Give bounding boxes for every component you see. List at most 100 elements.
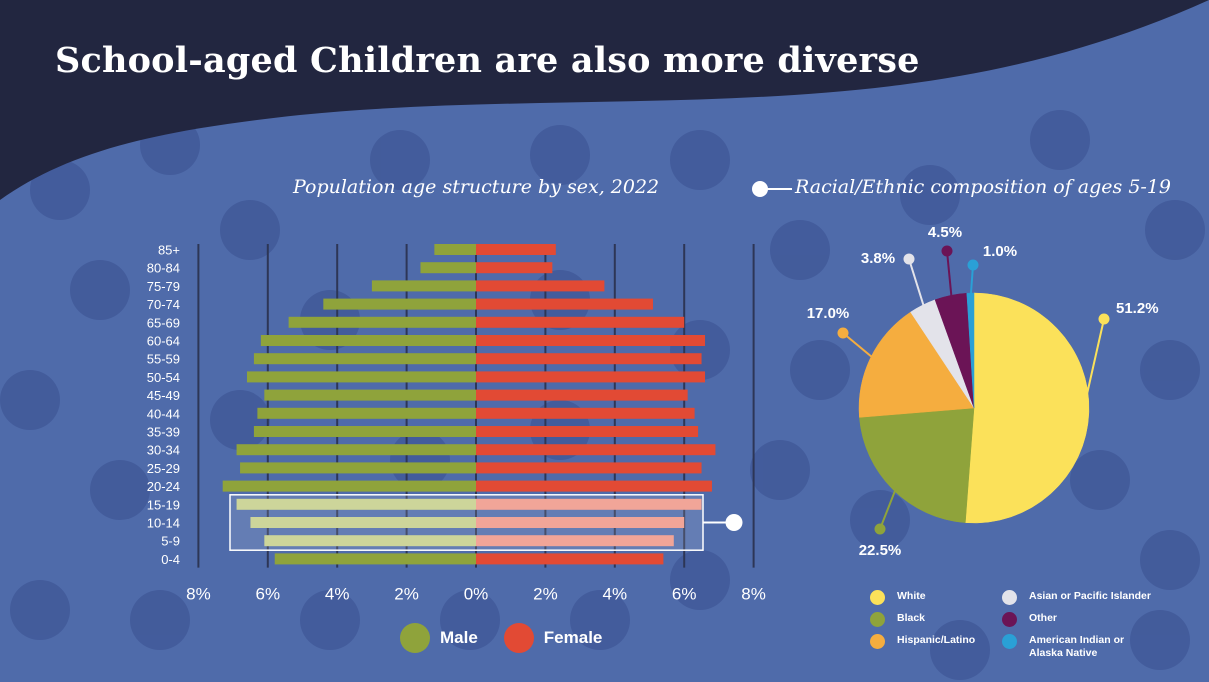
pie-legend-black: Black — [870, 612, 925, 627]
pyramid-gridlines — [197, 244, 755, 568]
legend-hispanic-label: Hispanic/Latino — [897, 634, 976, 646]
pie-value-label: 51.2% — [1116, 300, 1159, 317]
age-label: 55-59 — [147, 352, 180, 367]
legend-female-label: Female — [543, 628, 603, 647]
female-bar — [476, 262, 553, 274]
legend-other-label: Other — [1029, 612, 1058, 624]
female-bar — [476, 353, 702, 365]
male-bar — [222, 480, 476, 492]
callout-dot — [874, 523, 886, 535]
age-label: 85+ — [158, 243, 180, 258]
female-bar — [476, 316, 685, 328]
callout-dot — [967, 259, 979, 271]
male-bar — [250, 517, 476, 528]
male-bar — [260, 335, 476, 346]
pie-legend-hispanic: Hispanic/Latino — [870, 634, 975, 649]
age-label: 25-29 — [147, 461, 180, 476]
pie-slice — [859, 407, 975, 523]
female-bar — [476, 389, 688, 401]
female-bar — [476, 426, 699, 437]
male-bar — [253, 353, 476, 365]
pyramid-bars — [222, 244, 716, 565]
age-label: 10-14 — [147, 516, 180, 531]
male-bar — [420, 262, 476, 274]
x-tick-label: 6% — [672, 585, 697, 604]
age-label: 70-74 — [147, 297, 180, 312]
callout-line — [908, 258, 927, 311]
highlight-connector-dot — [725, 514, 743, 531]
age-label: 50-54 — [147, 370, 180, 385]
legend-american-indian-swatch — [1002, 634, 1017, 649]
pie-value-label: 4.5% — [928, 224, 962, 241]
pyramid-legend: Male Female — [400, 623, 628, 653]
pie-title-marker — [752, 181, 792, 197]
female-bar — [476, 480, 712, 492]
age-label: 75-79 — [147, 279, 180, 294]
male-bar — [264, 535, 476, 547]
age-label: 60-64 — [147, 334, 180, 349]
legend-male-label: Male — [440, 628, 478, 647]
age-label: 80-84 — [147, 261, 180, 276]
callout-dot — [941, 245, 953, 257]
legend-black-label: Black — [897, 612, 926, 624]
legend-other-swatch — [1002, 612, 1017, 627]
male-bar — [264, 389, 476, 401]
page-title: School-aged Children are also more diver… — [55, 40, 920, 81]
male-bar — [236, 444, 476, 456]
age-label: 5-9 — [161, 534, 180, 549]
callout-line — [969, 264, 974, 300]
x-tick-label: 8% — [186, 585, 211, 604]
x-tick-label: 2% — [394, 585, 419, 604]
legend-female-swatch — [503, 623, 534, 653]
female-bar — [476, 462, 702, 474]
age-label: 30-34 — [147, 443, 180, 458]
highlight-box — [229, 494, 704, 551]
pie-legend-white: White — [870, 590, 926, 605]
pie-value-label: 1.0% — [983, 243, 1017, 260]
legend-asian-swatch — [1002, 590, 1017, 605]
header-band — [0, 0, 1209, 200]
female-bar — [476, 535, 674, 547]
female-bar — [476, 498, 702, 510]
age-label: 45-49 — [147, 388, 180, 403]
legend-white-swatch — [870, 590, 885, 605]
pie-value-label: 17.0% — [807, 305, 850, 322]
callout-line — [842, 332, 877, 362]
age-label: 0-4 — [161, 552, 180, 567]
male-bar — [288, 316, 476, 328]
callout-dot — [1098, 313, 1110, 325]
pie-slice — [965, 292, 1090, 524]
male-bar — [236, 498, 476, 510]
female-bar — [476, 280, 605, 292]
x-tick-label: 8% — [741, 585, 766, 604]
legend-hispanic-swatch — [870, 634, 885, 649]
pie-legend-asian: Asian or Pacific Islander — [1002, 590, 1151, 605]
male-bar — [253, 426, 476, 437]
pie-chart-title: Racial/Ethnic composition of ages 5-19 — [795, 176, 1172, 198]
age-label: 35-39 — [147, 425, 180, 440]
female-bar — [476, 553, 664, 565]
pyramid-percent-labels: 8% 6% 4% 2% 0% 2% 4% 6% 8% — [186, 585, 766, 604]
female-bar — [476, 407, 695, 419]
callout-dot — [837, 327, 849, 339]
x-tick-label: 4% — [603, 585, 628, 604]
legend-asian-label: Asian or Pacific Islander — [1029, 590, 1151, 602]
callout-line — [879, 484, 899, 530]
callout-line — [1081, 318, 1105, 413]
age-label: 40-44 — [147, 406, 180, 421]
female-bar — [476, 371, 706, 383]
pie-slice — [858, 311, 975, 418]
x-tick-label: 2% — [533, 585, 558, 604]
legend-american-indian-label: American Indian or Alaska Native — [1029, 634, 1125, 659]
age-label: 15-19 — [147, 497, 180, 512]
male-bar — [434, 244, 476, 255]
legend-black-swatch — [870, 612, 885, 627]
x-tick-label: 4% — [325, 585, 350, 604]
legend-white-label: White — [897, 590, 926, 602]
age-label: 20-24 — [147, 479, 180, 494]
pie-legend-american-indian: American Indian or Alaska Native — [1002, 634, 1124, 660]
female-bar — [476, 298, 653, 310]
school-age-highlight — [229, 494, 743, 551]
